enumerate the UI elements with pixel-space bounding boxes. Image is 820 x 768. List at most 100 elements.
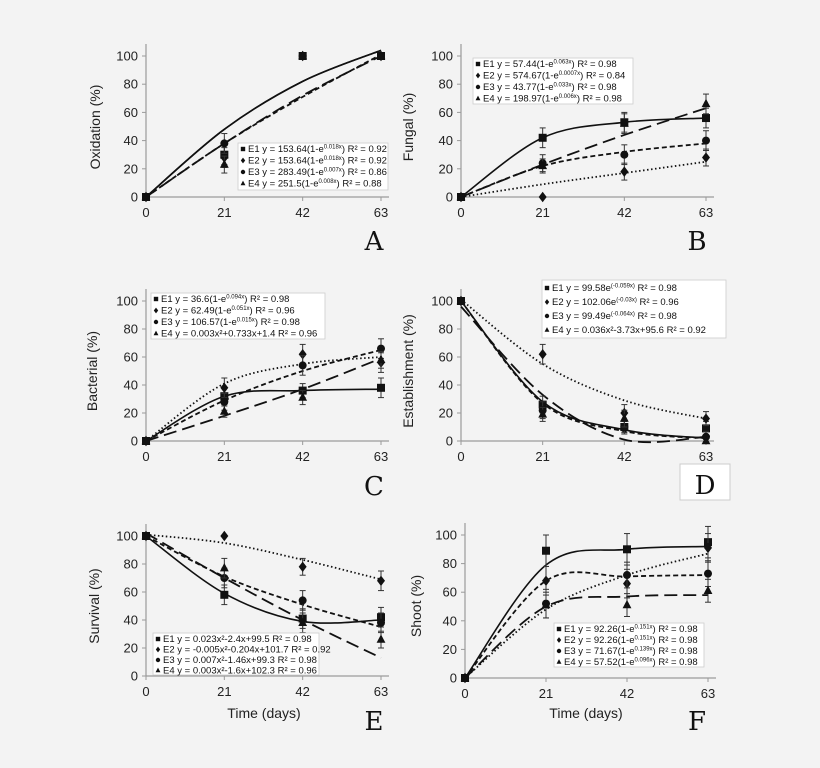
data-point-square [377,383,385,392]
legend-circle-icon [155,657,161,663]
y-tick-label: 60 [124,585,138,600]
legend-triangle-icon [155,667,161,673]
legend-equation: E4 y = 0.003x²-1.6x+102.3 R² = 0.96 [163,666,317,677]
trendline-e2 [145,49,382,198]
panel-b: 0 20 40 60 80 100 0 21 42 63 Fungal (%) E1 y = 57.4… [400,44,714,257]
legend-equation: E3 y = 99.49e [552,311,611,322]
data-point-square [538,133,547,142]
data-point-triangle [460,672,470,682]
legend-equation: E3 y = 106.57(1-e [161,317,237,328]
panel-letter: A [364,227,385,257]
x-tick-label: 42 [620,686,634,701]
x-tick-label: 63 [699,449,713,464]
data-point-triangle [376,354,386,363]
y-tick-label: 0 [450,671,457,686]
legend-equation: E3 y = 71.67(1-e [564,646,635,657]
trendline-e4 [464,594,709,679]
series-e4 [456,295,711,445]
y-axis-title: Survival (%) [86,568,102,643]
data-point-square [542,546,550,555]
y-tick-label: 0 [131,434,138,449]
legend-entry-e2: E2 y = -0.005x²-0.204x+101.7 R² = 0.92 [163,645,331,656]
legend-equation: E1 y = 57.44(1-e [483,59,554,70]
x-tick-label: 21 [217,684,231,699]
legend-r-squared: ) R² = 0.88 [337,179,382,190]
panel-letter: F [688,707,706,737]
trendline-e2 [460,160,707,198]
y-tick-label: 0 [446,434,453,449]
legend-entry-e4: E4 y = 0.003x²-1.6x+102.3 R² = 0.96 [163,666,317,677]
x-tick-label: 21 [535,449,549,464]
y-axis-title: Bacterial (%) [84,331,100,411]
data-point-triangle [619,413,629,422]
legend-circle-icon [240,169,246,175]
legend-diamond-icon [544,299,550,305]
legend-exponent: 0.033x [554,83,572,89]
data-point-triangle [619,118,629,127]
y-tick-label: 80 [443,556,457,571]
series-e2 [457,148,710,203]
x-tick-label: 63 [699,205,713,220]
data-point-circle [702,136,710,145]
legend-exponent: 0.018x [324,145,342,151]
data-point-triangle [456,191,466,201]
legend-equation: E4 y = 0.036x²-3.73x+95.6 R² = 0.92 [552,325,706,336]
data-point-triangle [701,98,711,108]
y-tick-label: 80 [124,77,138,92]
legend-box [472,57,634,105]
legend-circle-icon [556,648,562,654]
legend-equation: E2 y = 102.06e [552,297,616,308]
y-tick-label: 40 [124,613,138,628]
legend-equation: E2 y = 153.64(1-e [248,156,324,167]
trendline-e1 [145,535,382,624]
y-tick-label: 80 [124,322,138,337]
data-point-circle [298,596,307,605]
legend-entry-e2: E2 y = 574.67(1-e0.0007x) R² = 0.84 [483,71,625,82]
trendline-e4 [145,55,382,198]
series-e1 [457,107,710,201]
legend-exponent: (-0.059x) [611,284,635,290]
legend-diamond-icon [155,646,161,653]
series-e4 [141,50,386,201]
legend-equation: E1 y = 0.023x²-2.4x+99.5 R² = 0.98 [163,634,312,645]
trendline-e1 [145,388,382,442]
legend-circle-icon [153,319,159,325]
panel-e: 0 20 40 60 80 100 0 21 42 63 Survival (%) Time (day… [86,524,389,737]
legend-exponent: 0.139x [635,647,653,653]
data-point-square [702,114,710,123]
trendline-e4 [145,357,382,442]
x-tick-label: 42 [295,205,309,220]
data-point-triangle [141,435,151,445]
legend-equation: E4 y = 198.97(1-e [483,94,559,105]
legend-entry-e3: E3 y = 0.007x²-1.46x+99.3 R² = 0.98 [163,655,317,666]
data-point-triangle [538,409,548,418]
y-axis-title: Establishment (%) [400,314,416,428]
legend: E1 y = 99.58e(-0.059x) R² = 0.98 E2 y = 1… [541,279,727,339]
legend-equation: E3 y = 0.007x²-1.46x+99.3 R² = 0.98 [163,655,317,666]
legend-r-squared: ) R² = 0.86 [342,167,387,178]
legend-circle-icon [544,313,550,319]
data-point-triangle [141,191,151,201]
x-tick-label: 42 [617,449,631,464]
trendline-e1 [464,545,709,679]
x-tick-label: 63 [374,684,388,699]
legend-square-icon [556,626,562,632]
trendline-e2 [145,533,382,581]
legend-entry-e4: E4 y = 57.52(1-e0.096x) R² = 0.98 [564,657,698,668]
legend-equation: E2 y = 574.67(1-e [483,71,559,82]
legend-equation: E1 y = 99.58e [552,283,611,294]
y-tick-label: 20 [124,406,138,421]
data-point-square [702,424,710,433]
legend-square-icon [475,61,481,67]
data-point-triangle [219,406,229,415]
x-axis-title: Time (days) [549,705,622,721]
x-tick-label: 21 [217,205,231,220]
x-tick-label: 0 [457,449,464,464]
legend-exponent: 0.018x [324,156,342,162]
legend-r-squared: ) R² = 0.96 [250,306,295,317]
panel-d: 0 20 40 60 80 100 0 21 42 63 Establishment (%) E1 y… [400,279,731,501]
y-tick-label: 80 [439,322,453,337]
